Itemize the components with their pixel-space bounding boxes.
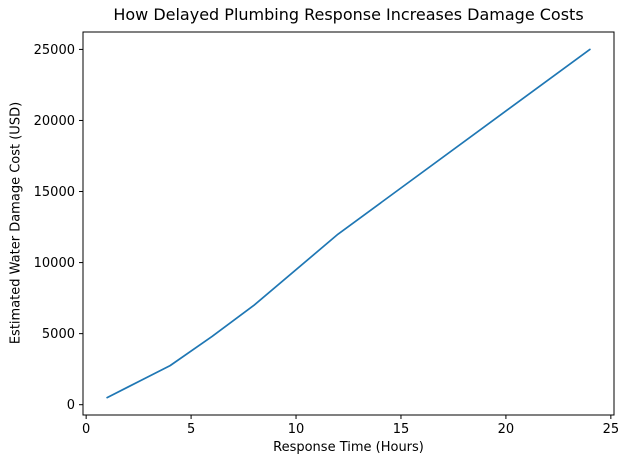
x-axis-label: Response Time (Hours)	[273, 440, 424, 455]
x-tick-label: 15	[393, 422, 410, 437]
x-tick-label: 0	[82, 422, 90, 437]
axes-spines	[82, 31, 615, 416]
y-tick-label: 10000	[34, 256, 75, 271]
x-tick-label: 5	[187, 422, 195, 437]
y-tick-label: 25000	[34, 43, 75, 58]
x-tick-label: 20	[498, 422, 515, 437]
y-tick-label: 20000	[34, 114, 75, 129]
chart-title: How Delayed Plumbing Response Increases …	[113, 5, 584, 24]
y-tick-label: 0	[67, 398, 75, 413]
data-line-damage-cost	[106, 48, 591, 399]
y-tick-label: 5000	[42, 327, 75, 342]
x-tick-label: 10	[288, 422, 305, 437]
x-tick-label: 25	[603, 422, 620, 437]
y-tick-label: 15000	[34, 185, 75, 200]
